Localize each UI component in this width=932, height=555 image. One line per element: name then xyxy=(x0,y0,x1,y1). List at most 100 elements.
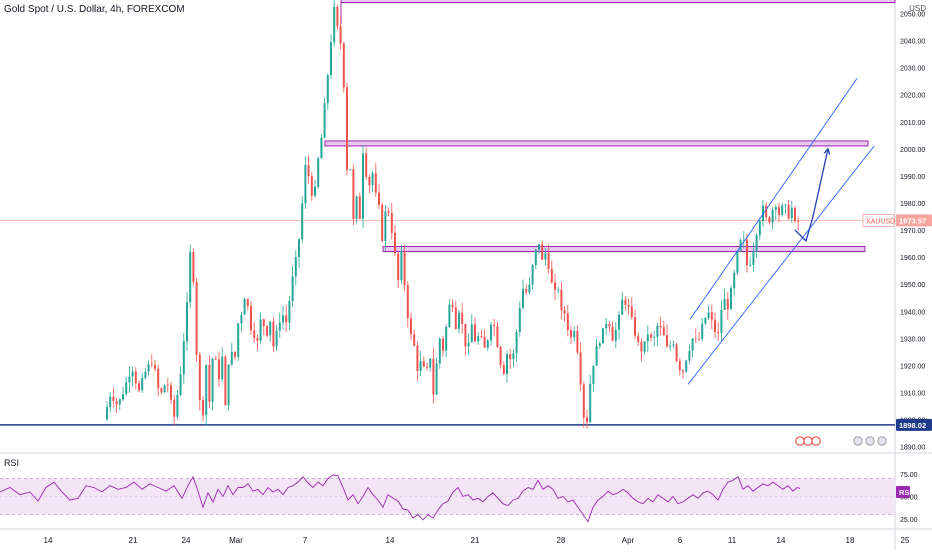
current-price-badge: 1973.57 xyxy=(899,216,926,225)
candle-body xyxy=(634,317,636,336)
candle-body xyxy=(685,360,688,372)
candle-body xyxy=(435,363,438,395)
candle-body xyxy=(189,251,192,303)
time-tick-label: 21 xyxy=(129,536,138,545)
candle-body xyxy=(470,324,473,343)
candle-body xyxy=(589,383,592,423)
candle-body xyxy=(365,153,368,177)
candle-body xyxy=(515,332,518,354)
candle-body xyxy=(643,341,646,352)
candle-body xyxy=(138,383,140,391)
candle-body xyxy=(522,288,524,308)
candle-body xyxy=(288,301,291,323)
candle-body xyxy=(496,326,499,348)
candle-body xyxy=(202,400,204,416)
candle-body xyxy=(538,244,540,250)
candle-body xyxy=(778,207,780,215)
candle-body xyxy=(208,365,211,402)
candle-body xyxy=(390,212,393,233)
event-flag-icon xyxy=(853,436,863,446)
candle-body xyxy=(109,396,112,408)
candle-body xyxy=(691,338,694,351)
candle-body xyxy=(294,257,297,277)
candle-body xyxy=(739,240,742,251)
candle-body xyxy=(336,6,339,27)
candle-body xyxy=(566,313,569,331)
candle-body xyxy=(746,239,748,266)
price-tick-label: 2000.00 xyxy=(900,147,925,154)
channel-upper xyxy=(689,78,858,320)
candle-body xyxy=(726,298,729,310)
candle-body xyxy=(461,312,464,324)
candle-body xyxy=(611,326,614,341)
candle-body xyxy=(666,335,668,347)
candle-body xyxy=(112,396,115,401)
candle-body xyxy=(595,345,598,366)
candle-body xyxy=(451,304,454,308)
rsi-tick-label: 25.00 xyxy=(900,517,918,524)
candle-body xyxy=(544,252,547,260)
candle-body xyxy=(355,196,358,220)
price-tick-label: 1970.00 xyxy=(900,228,925,235)
candle-body xyxy=(483,336,486,348)
candle-body xyxy=(118,399,121,405)
candle-body xyxy=(787,204,790,219)
candle-body xyxy=(499,347,502,366)
candle-body xyxy=(547,252,550,269)
projection-path xyxy=(794,148,829,243)
candle-body xyxy=(179,374,182,395)
candle-body xyxy=(282,315,284,323)
candle-body xyxy=(445,326,448,351)
candles xyxy=(106,0,800,430)
candle-body xyxy=(176,394,179,417)
candle-body xyxy=(304,164,307,204)
rsi-tick-label: 75.00 xyxy=(900,472,918,479)
chart-title: Gold Spot / U.S. Dollar, 4h, FOREXCOM xyxy=(4,4,185,15)
candle-body xyxy=(557,289,560,291)
candle-body xyxy=(621,299,624,315)
event-flag-icon xyxy=(811,436,821,446)
candle-body xyxy=(720,309,723,334)
candle-body xyxy=(653,336,656,338)
candle-body xyxy=(227,364,230,406)
price-tick-label: 2050.00 xyxy=(900,12,925,19)
candle-body xyxy=(736,250,739,273)
candle-body xyxy=(394,232,396,254)
candle-body xyxy=(602,328,604,344)
candle-body xyxy=(326,75,329,104)
candle-body xyxy=(218,359,220,380)
candle-body xyxy=(275,330,278,347)
candle-body xyxy=(752,251,755,265)
candle-body xyxy=(234,351,236,358)
time-tick-label: 25 xyxy=(901,536,910,545)
candle-body xyxy=(714,319,716,332)
resistance-zone xyxy=(340,0,896,3)
candle-body xyxy=(422,361,425,367)
candle-body xyxy=(656,325,659,337)
candle-body xyxy=(371,173,374,186)
candle-body xyxy=(291,276,294,302)
candle-body xyxy=(237,323,240,358)
candle-body xyxy=(490,324,492,341)
candle-body xyxy=(618,314,620,330)
candle-body xyxy=(266,325,268,336)
candle-body xyxy=(672,344,675,346)
candle-body xyxy=(134,371,137,384)
price-tick-label: 2010.00 xyxy=(900,120,925,127)
candle-body xyxy=(710,312,713,320)
candle-body xyxy=(506,354,508,374)
event-flag-icon xyxy=(877,436,887,446)
candle-body xyxy=(368,176,371,186)
candle-body xyxy=(534,249,537,266)
candle-body xyxy=(509,354,512,360)
candle-body xyxy=(442,338,444,351)
candle-body xyxy=(605,324,608,329)
time-tick-label: Apr xyxy=(622,536,635,545)
candle-body xyxy=(512,353,515,360)
candle-body xyxy=(160,388,163,393)
candle-body xyxy=(477,336,480,342)
candle-body xyxy=(262,319,265,326)
candle-body xyxy=(106,407,108,420)
resistance-zone xyxy=(324,140,869,147)
